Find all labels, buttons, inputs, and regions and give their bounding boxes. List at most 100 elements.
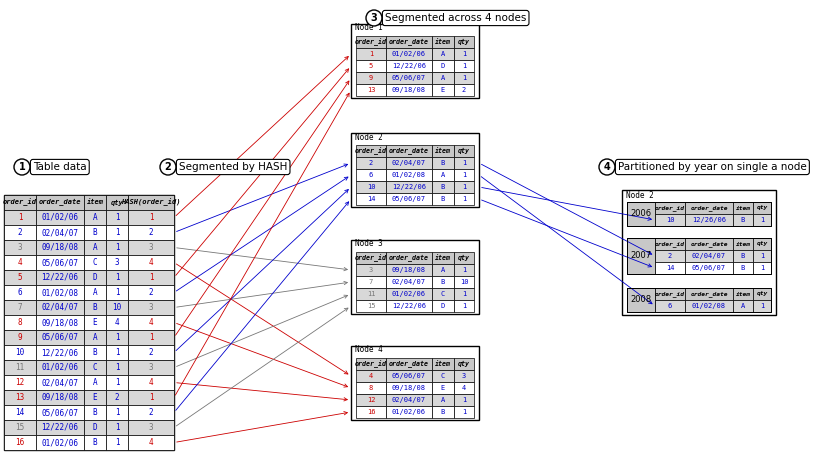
Bar (386, 300, 432, 312)
Bar (128, 330, 174, 345)
Bar (356, 84, 386, 96)
Bar (454, 60, 474, 72)
Text: 1: 1 (148, 333, 153, 342)
Bar (356, 252, 386, 264)
Text: 01/02/06: 01/02/06 (392, 291, 426, 297)
Text: 12/22/06: 12/22/06 (42, 273, 78, 282)
Text: C: C (92, 258, 97, 267)
Bar (128, 240, 174, 255)
Text: A: A (741, 303, 746, 309)
Text: 12: 12 (367, 397, 375, 403)
Text: 3: 3 (148, 303, 153, 312)
Text: qty: qty (111, 200, 123, 206)
Text: 2007: 2007 (631, 252, 651, 261)
Bar (753, 214, 771, 226)
Bar (655, 262, 685, 274)
Bar (4, 345, 36, 360)
Text: 1: 1 (148, 213, 153, 222)
Bar (627, 202, 771, 226)
Bar (386, 382, 432, 394)
Text: 1: 1 (115, 243, 119, 252)
Bar (84, 225, 106, 240)
Bar (386, 169, 432, 181)
Text: A: A (92, 333, 97, 342)
Bar (106, 240, 128, 255)
Text: order_date: order_date (691, 205, 728, 211)
Bar (84, 255, 106, 270)
Text: 6: 6 (369, 172, 373, 178)
Text: 1: 1 (461, 51, 466, 57)
Text: 01/02/06: 01/02/06 (42, 363, 78, 372)
Bar (432, 300, 454, 312)
Text: 05/06/07: 05/06/07 (392, 196, 426, 202)
Bar (128, 435, 174, 450)
Text: 3: 3 (369, 267, 373, 273)
Text: B: B (92, 228, 97, 237)
Text: 1: 1 (17, 213, 22, 222)
Bar (432, 169, 454, 181)
Bar (627, 288, 655, 312)
Text: 4: 4 (461, 385, 466, 391)
Text: 1: 1 (115, 288, 119, 297)
Text: 01/02/08: 01/02/08 (392, 172, 426, 178)
Text: 1: 1 (148, 393, 153, 402)
Text: 7: 7 (17, 303, 22, 312)
Bar (432, 288, 454, 300)
Text: qty: qty (756, 241, 768, 246)
Text: A: A (441, 397, 445, 403)
Bar (4, 330, 36, 345)
Text: order_id: order_id (655, 241, 685, 247)
Bar (622, 190, 776, 315)
Text: order_date: order_date (691, 291, 728, 297)
Text: 4: 4 (148, 318, 153, 327)
Bar (36, 405, 84, 420)
Text: 8: 8 (369, 385, 373, 391)
Text: 01/02/08: 01/02/08 (42, 288, 78, 297)
Circle shape (366, 10, 382, 26)
Bar (386, 264, 432, 276)
Text: 12/22/06: 12/22/06 (392, 303, 426, 309)
Text: 05/06/07: 05/06/07 (392, 373, 426, 379)
Bar (106, 435, 128, 450)
Bar (36, 375, 84, 390)
Text: 05/06/07: 05/06/07 (392, 75, 426, 81)
Text: 09/18/08: 09/18/08 (392, 87, 426, 93)
Text: Segmented by HASH: Segmented by HASH (179, 162, 287, 172)
Text: 1: 1 (115, 333, 119, 342)
Text: 2: 2 (17, 228, 22, 237)
Bar (454, 406, 474, 418)
Text: 1: 1 (461, 291, 466, 297)
Bar (356, 358, 386, 370)
Text: B: B (92, 348, 97, 357)
Text: A: A (441, 172, 445, 178)
Text: 3: 3 (148, 243, 153, 252)
Text: 01/02/06: 01/02/06 (42, 438, 78, 447)
Bar (84, 330, 106, 345)
Bar (106, 420, 128, 435)
Text: 1: 1 (18, 162, 25, 172)
Bar (655, 214, 685, 226)
Bar (386, 288, 432, 300)
Bar (84, 345, 106, 360)
Text: E: E (92, 393, 97, 402)
Bar (84, 240, 106, 255)
Bar (4, 195, 174, 450)
Bar (386, 145, 432, 157)
Text: 1: 1 (760, 217, 764, 223)
Text: 13: 13 (15, 393, 25, 402)
Bar (386, 394, 432, 406)
Text: qty: qty (458, 39, 470, 45)
Bar (106, 360, 128, 375)
Bar (84, 360, 106, 375)
Bar (386, 60, 432, 72)
Bar (4, 195, 36, 210)
Bar (733, 262, 753, 274)
Text: item: item (435, 39, 451, 45)
Text: B: B (741, 253, 746, 259)
Text: 2: 2 (369, 160, 373, 166)
Bar (84, 270, 106, 285)
Bar (685, 300, 733, 312)
Text: B: B (441, 160, 445, 166)
Text: 1: 1 (148, 273, 153, 282)
Text: 02/04/07: 02/04/07 (42, 228, 78, 237)
